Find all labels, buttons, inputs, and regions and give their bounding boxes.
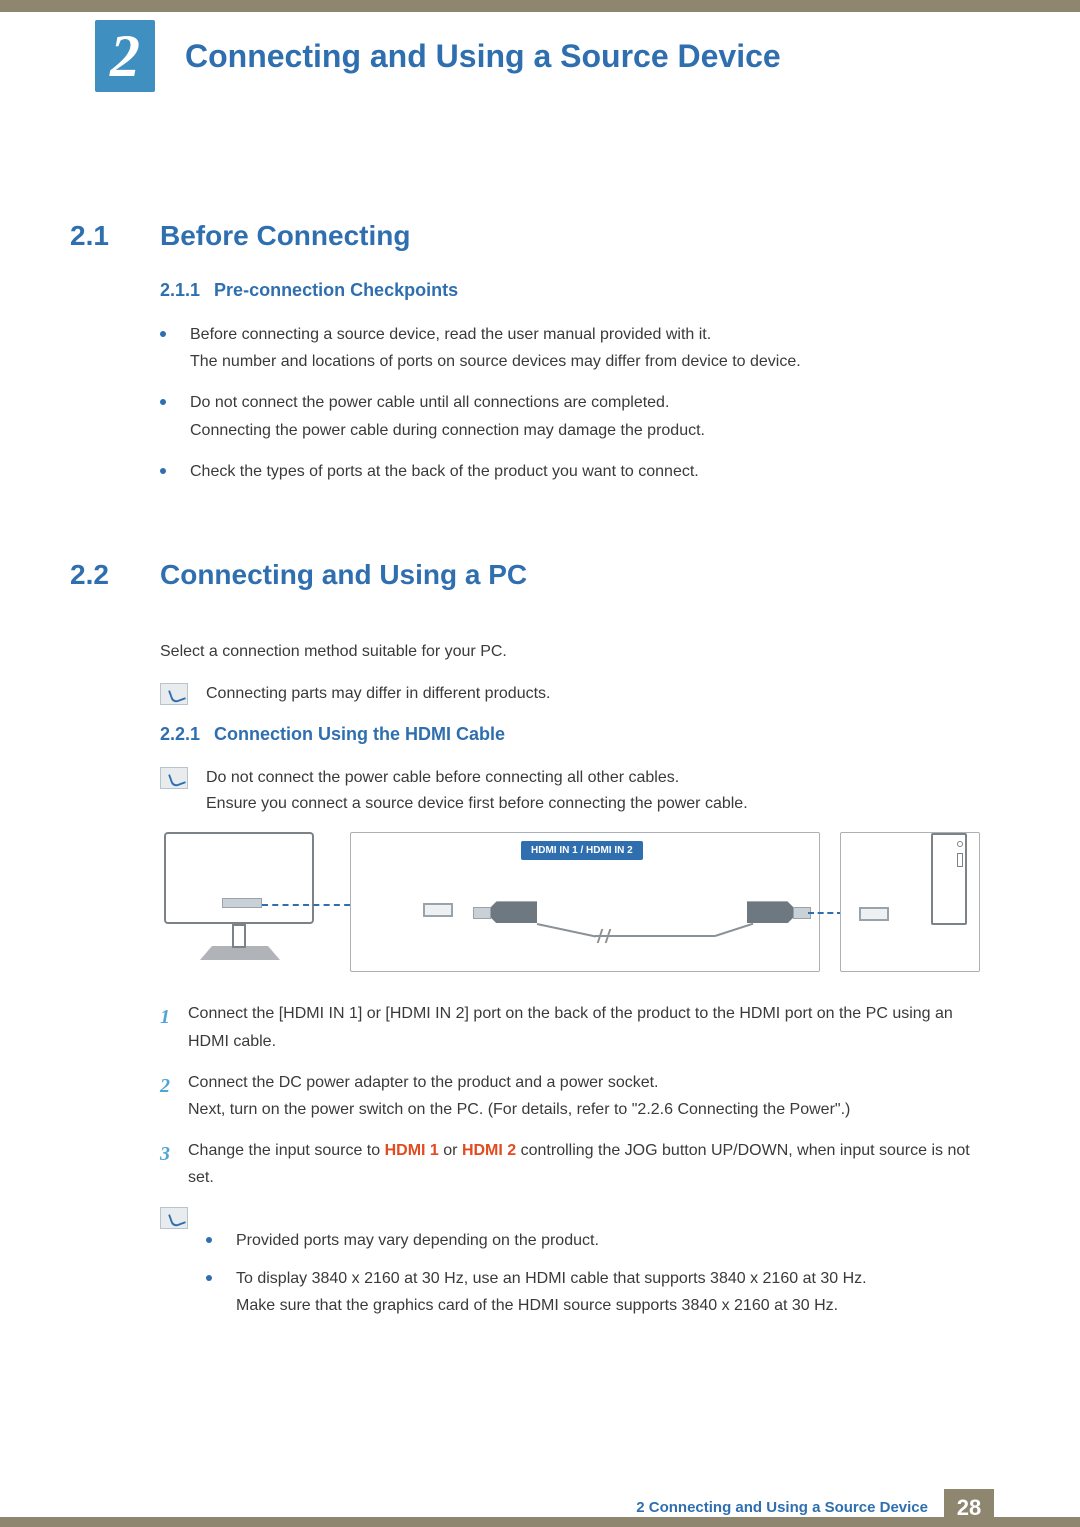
list-item-text: To display 3840 x 2160 at 30 Hz, use an … xyxy=(236,1265,990,1319)
hdmi-2-label: HDMI 2 xyxy=(462,1142,516,1159)
bullet-icon xyxy=(206,1275,212,1281)
hdmi-connection-diagram: HDMI IN 1 / HDMI IN 2 xyxy=(160,832,980,982)
section-2-1-heading: 2.1 Before Connecting xyxy=(70,220,990,252)
note-block: Connecting parts may differ in different… xyxy=(160,681,990,707)
subsection-2-2-1-heading: 2.2.1 Connection Using the HDMI Cable xyxy=(160,724,990,745)
chapter-number: 2 xyxy=(110,26,140,86)
list-item-text: Check the types of ports at the back of … xyxy=(190,458,990,485)
step-number: 3 xyxy=(160,1137,188,1191)
list-item: To display 3840 x 2160 at 30 Hz, use an … xyxy=(206,1265,990,1319)
section-number: 2.1 xyxy=(70,220,160,252)
list-item: Do not connect the power cable until all… xyxy=(160,389,990,443)
pc-graphic xyxy=(840,832,980,972)
hdmi-port-label: HDMI IN 1 / HDMI IN 2 xyxy=(521,841,643,860)
chapter-header: 2 Connecting and Using a Source Device xyxy=(95,20,1080,100)
step-text: Change the input source to HDMI 1 or HDM… xyxy=(188,1137,990,1191)
monitor-graphic xyxy=(160,832,320,972)
note-block: Do not connect the power cable before co… xyxy=(160,765,990,816)
subsection-title: Pre-connection Checkpoints xyxy=(214,280,458,301)
note-text: Do not connect the power cable before co… xyxy=(206,765,990,816)
step-text: Connect the [HDMI IN 1] or [HDMI IN 2] p… xyxy=(188,1000,990,1054)
step-number: 2 xyxy=(160,1069,188,1123)
note-text: Connecting parts may differ in different… xyxy=(206,681,990,707)
subsection-number: 2.2.1 xyxy=(160,724,200,745)
section-intro-text: Select a connection method suitable for … xyxy=(160,639,990,665)
section-number: 2.2 xyxy=(70,559,160,591)
checkpoints-list: Before connecting a source device, read … xyxy=(160,321,990,485)
subsection-title: Connection Using the HDMI Cable xyxy=(214,724,505,745)
note-icon xyxy=(160,1207,188,1229)
list-item-text: Provided ports may vary depending on the… xyxy=(236,1227,990,1254)
numbered-steps: 1 Connect the [HDMI IN 1] or [HDMI IN 2]… xyxy=(160,1000,990,1191)
note-icon xyxy=(160,683,188,705)
chapter-title: Connecting and Using a Source Device xyxy=(185,38,781,75)
list-item-text: Do not connect the power cable until all… xyxy=(190,389,990,443)
top-accent-bar xyxy=(0,0,1080,12)
section-title: Connecting and Using a PC xyxy=(160,559,527,591)
note-bullet-list: Provided ports may vary depending on the… xyxy=(206,1227,990,1319)
step-item: 3 Change the input source to HDMI 1 or H… xyxy=(160,1137,990,1191)
list-item-text: Before connecting a source device, read … xyxy=(190,321,990,375)
note-text xyxy=(206,1205,990,1229)
list-item: Provided ports may vary depending on the… xyxy=(206,1227,990,1254)
step-text-part: Change the input source to xyxy=(188,1142,385,1159)
hdmi-1-label: HDMI 1 xyxy=(385,1142,439,1159)
bullet-icon xyxy=(160,468,166,474)
note-icon xyxy=(160,767,188,789)
list-item: Before connecting a source device, read … xyxy=(160,321,990,375)
bottom-accent-bar xyxy=(0,1517,1080,1527)
subsection-2-1-1-heading: 2.1.1 Pre-connection Checkpoints xyxy=(160,280,990,301)
step-item: 2 Connect the DC power adapter to the pr… xyxy=(160,1069,990,1123)
bullet-icon xyxy=(160,399,166,405)
bullet-icon xyxy=(206,1237,212,1243)
note-block xyxy=(160,1205,990,1229)
step-text-part: or xyxy=(439,1142,462,1159)
chapter-number-box: 2 xyxy=(95,20,155,92)
cable-panel: HDMI IN 1 / HDMI IN 2 xyxy=(350,832,820,972)
list-item: Check the types of ports at the back of … xyxy=(160,458,990,485)
bullet-icon xyxy=(160,331,166,337)
page-content: 2.1 Before Connecting 2.1.1 Pre-connecti… xyxy=(0,100,1080,1319)
step-item: 1 Connect the [HDMI IN 1] or [HDMI IN 2]… xyxy=(160,1000,990,1054)
section-2-2-heading: 2.2 Connecting and Using a PC xyxy=(70,559,990,591)
section-title: Before Connecting xyxy=(160,220,410,252)
step-text: Connect the DC power adapter to the prod… xyxy=(188,1069,990,1123)
step-number: 1 xyxy=(160,1000,188,1054)
subsection-number: 2.1.1 xyxy=(160,280,200,301)
